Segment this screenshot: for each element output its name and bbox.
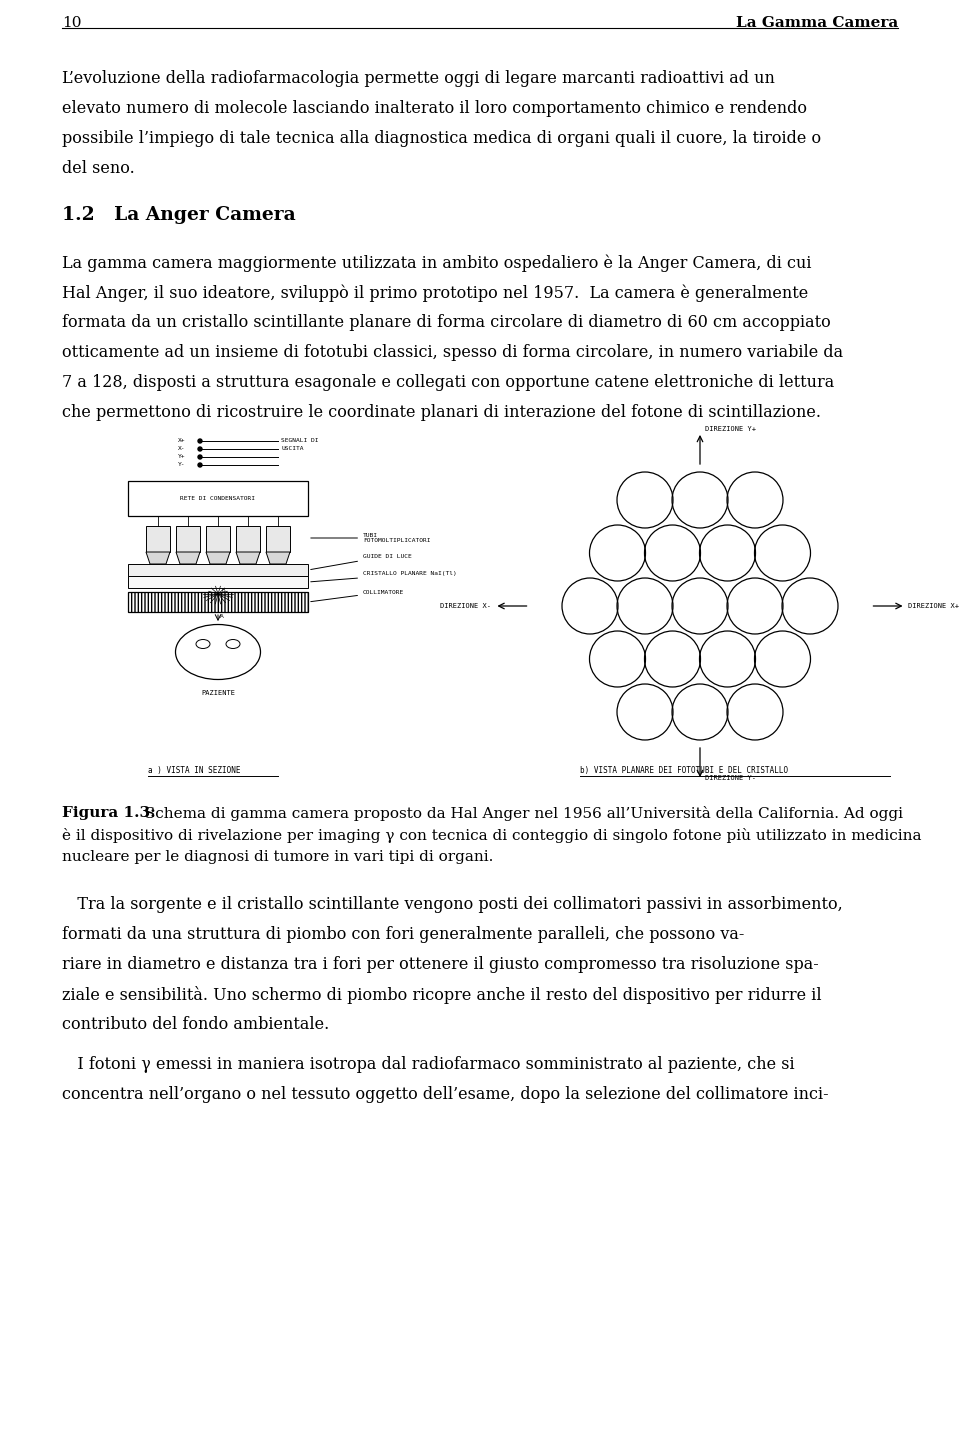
- Text: otticamente ad un insieme di fototubi classici, spesso di forma circolare, in nu: otticamente ad un insieme di fototubi cl…: [62, 344, 843, 362]
- Text: A: A: [220, 615, 224, 619]
- Text: La gamma camera maggiormente utilizzata in ambito ospedaliero è la Anger Camera,: La gamma camera maggiormente utilizzata …: [62, 254, 811, 272]
- Polygon shape: [146, 552, 170, 564]
- Text: possibile l’impiego di tale tecnica alla diagnostica medica di organi quali il c: possibile l’impiego di tale tecnica alla…: [62, 130, 821, 147]
- Text: GUIDE DI LUCE: GUIDE DI LUCE: [311, 554, 412, 570]
- Text: RETE DI CONDENSATORI: RETE DI CONDENSATORI: [180, 496, 255, 500]
- Text: PAZIENTE: PAZIENTE: [201, 690, 235, 696]
- Circle shape: [198, 463, 202, 467]
- Text: riare in diametro e distanza tra i fori per ottenere il giusto compromesso tra r: riare in diametro e distanza tra i fori …: [62, 956, 819, 973]
- Polygon shape: [266, 552, 290, 564]
- Text: Schema di gamma camera proposto da Hal Anger nel 1956 all’Università della Calif: Schema di gamma camera proposto da Hal A…: [140, 805, 903, 821]
- Text: X+: X+: [178, 438, 185, 444]
- Text: DIREZIONE X+: DIREZIONE X+: [908, 603, 959, 609]
- Bar: [236, 526, 260, 552]
- Bar: [128, 576, 308, 589]
- Bar: [176, 526, 200, 552]
- Text: nucleare per le diagnosi di tumore in vari tipi di organi.: nucleare per le diagnosi di tumore in va…: [62, 850, 493, 865]
- Bar: [128, 564, 308, 576]
- Text: Y+: Y+: [178, 454, 185, 460]
- Text: B: B: [222, 587, 226, 593]
- Text: TUBI
FOTOMOLTIPLICATORI: TUBI FOTOMOLTIPLICATORI: [311, 532, 430, 544]
- Bar: [128, 482, 308, 516]
- Text: ziale e sensibilità. Uno schermo di piombo ricopre anche il resto del dispositiv: ziale e sensibilità. Uno schermo di piom…: [62, 986, 822, 1004]
- Text: DIREZIONE X-: DIREZIONE X-: [441, 603, 492, 609]
- Text: USCITA: USCITA: [281, 447, 303, 451]
- Text: 10: 10: [62, 16, 82, 30]
- Circle shape: [198, 440, 202, 442]
- Text: Hal Anger, il suo ideatore, sviluppò il primo prototipo nel 1957.  La camera è g: Hal Anger, il suo ideatore, sviluppò il …: [62, 283, 808, 302]
- Circle shape: [198, 455, 202, 458]
- Text: DIREZIONE Y+: DIREZIONE Y+: [705, 427, 756, 432]
- Text: CRISTALLO PLANARE NaI(Tl): CRISTALLO PLANARE NaI(Tl): [311, 571, 457, 581]
- Text: contributo del fondo ambientale.: contributo del fondo ambientale.: [62, 1017, 329, 1032]
- Polygon shape: [206, 552, 230, 564]
- Text: che permettono di ricostruire le coordinate planari di interazione del fotone di: che permettono di ricostruire le coordin…: [62, 403, 821, 421]
- Text: Figura 1.3:: Figura 1.3:: [62, 805, 156, 820]
- Text: X-: X-: [178, 447, 185, 451]
- Text: COLLIMATORE: COLLIMATORE: [311, 590, 404, 602]
- Text: concentra nell’organo o nel tessuto oggetto dell’esame, dopo la selezione del co: concentra nell’organo o nel tessuto ogge…: [62, 1086, 828, 1103]
- Text: SEGNALI DI: SEGNALI DI: [281, 438, 319, 444]
- Text: b) VISTA PLANARE DEI FOTOTUBI E DEL CRISTALLO: b) VISTA PLANARE DEI FOTOTUBI E DEL CRIS…: [580, 766, 788, 775]
- Polygon shape: [176, 552, 200, 564]
- Text: è il dispositivo di rivelazione per imaging γ con tecnica di conteggio di singol: è il dispositivo di rivelazione per imag…: [62, 829, 922, 843]
- Text: La Gamma Camera: La Gamma Camera: [735, 16, 898, 30]
- Text: Y-: Y-: [178, 463, 185, 467]
- Text: I fotoni γ emessi in maniera isotropa dal radiofarmaco somministrato al paziente: I fotoni γ emessi in maniera isotropa da…: [62, 1056, 795, 1073]
- Polygon shape: [236, 552, 260, 564]
- Text: a ) VISTA IN SEZIONE: a ) VISTA IN SEZIONE: [148, 766, 241, 775]
- Text: 1.2   La Anger Camera: 1.2 La Anger Camera: [62, 205, 296, 224]
- Bar: [266, 526, 290, 552]
- Text: del seno.: del seno.: [62, 161, 134, 176]
- Text: Tra la sorgente e il cristallo scintillante vengono posti dei collimatori passiv: Tra la sorgente e il cristallo scintilla…: [62, 897, 843, 912]
- Text: DIREZIONE Y-: DIREZIONE Y-: [705, 775, 756, 781]
- Bar: [146, 526, 170, 552]
- Text: L’evoluzione della radiofarmacologia permette oggi di legare marcanti radioattiv: L’evoluzione della radiofarmacologia per…: [62, 69, 775, 87]
- Bar: [128, 591, 308, 612]
- Text: formati da una struttura di piombo con fori generalmente paralleli, che possono : formati da una struttura di piombo con f…: [62, 925, 744, 943]
- Text: elevato numero di molecole lasciando inalterato il loro comportamento chimico e : elevato numero di molecole lasciando ina…: [62, 100, 807, 117]
- Circle shape: [198, 447, 202, 451]
- Text: formata da un cristallo scintillante planare di forma circolare di diametro di 6: formata da un cristallo scintillante pla…: [62, 314, 830, 331]
- Bar: [206, 526, 230, 552]
- Text: 7 a 128, disposti a struttura esagonale e collegati con opportune catene elettro: 7 a 128, disposti a struttura esagonale …: [62, 375, 834, 390]
